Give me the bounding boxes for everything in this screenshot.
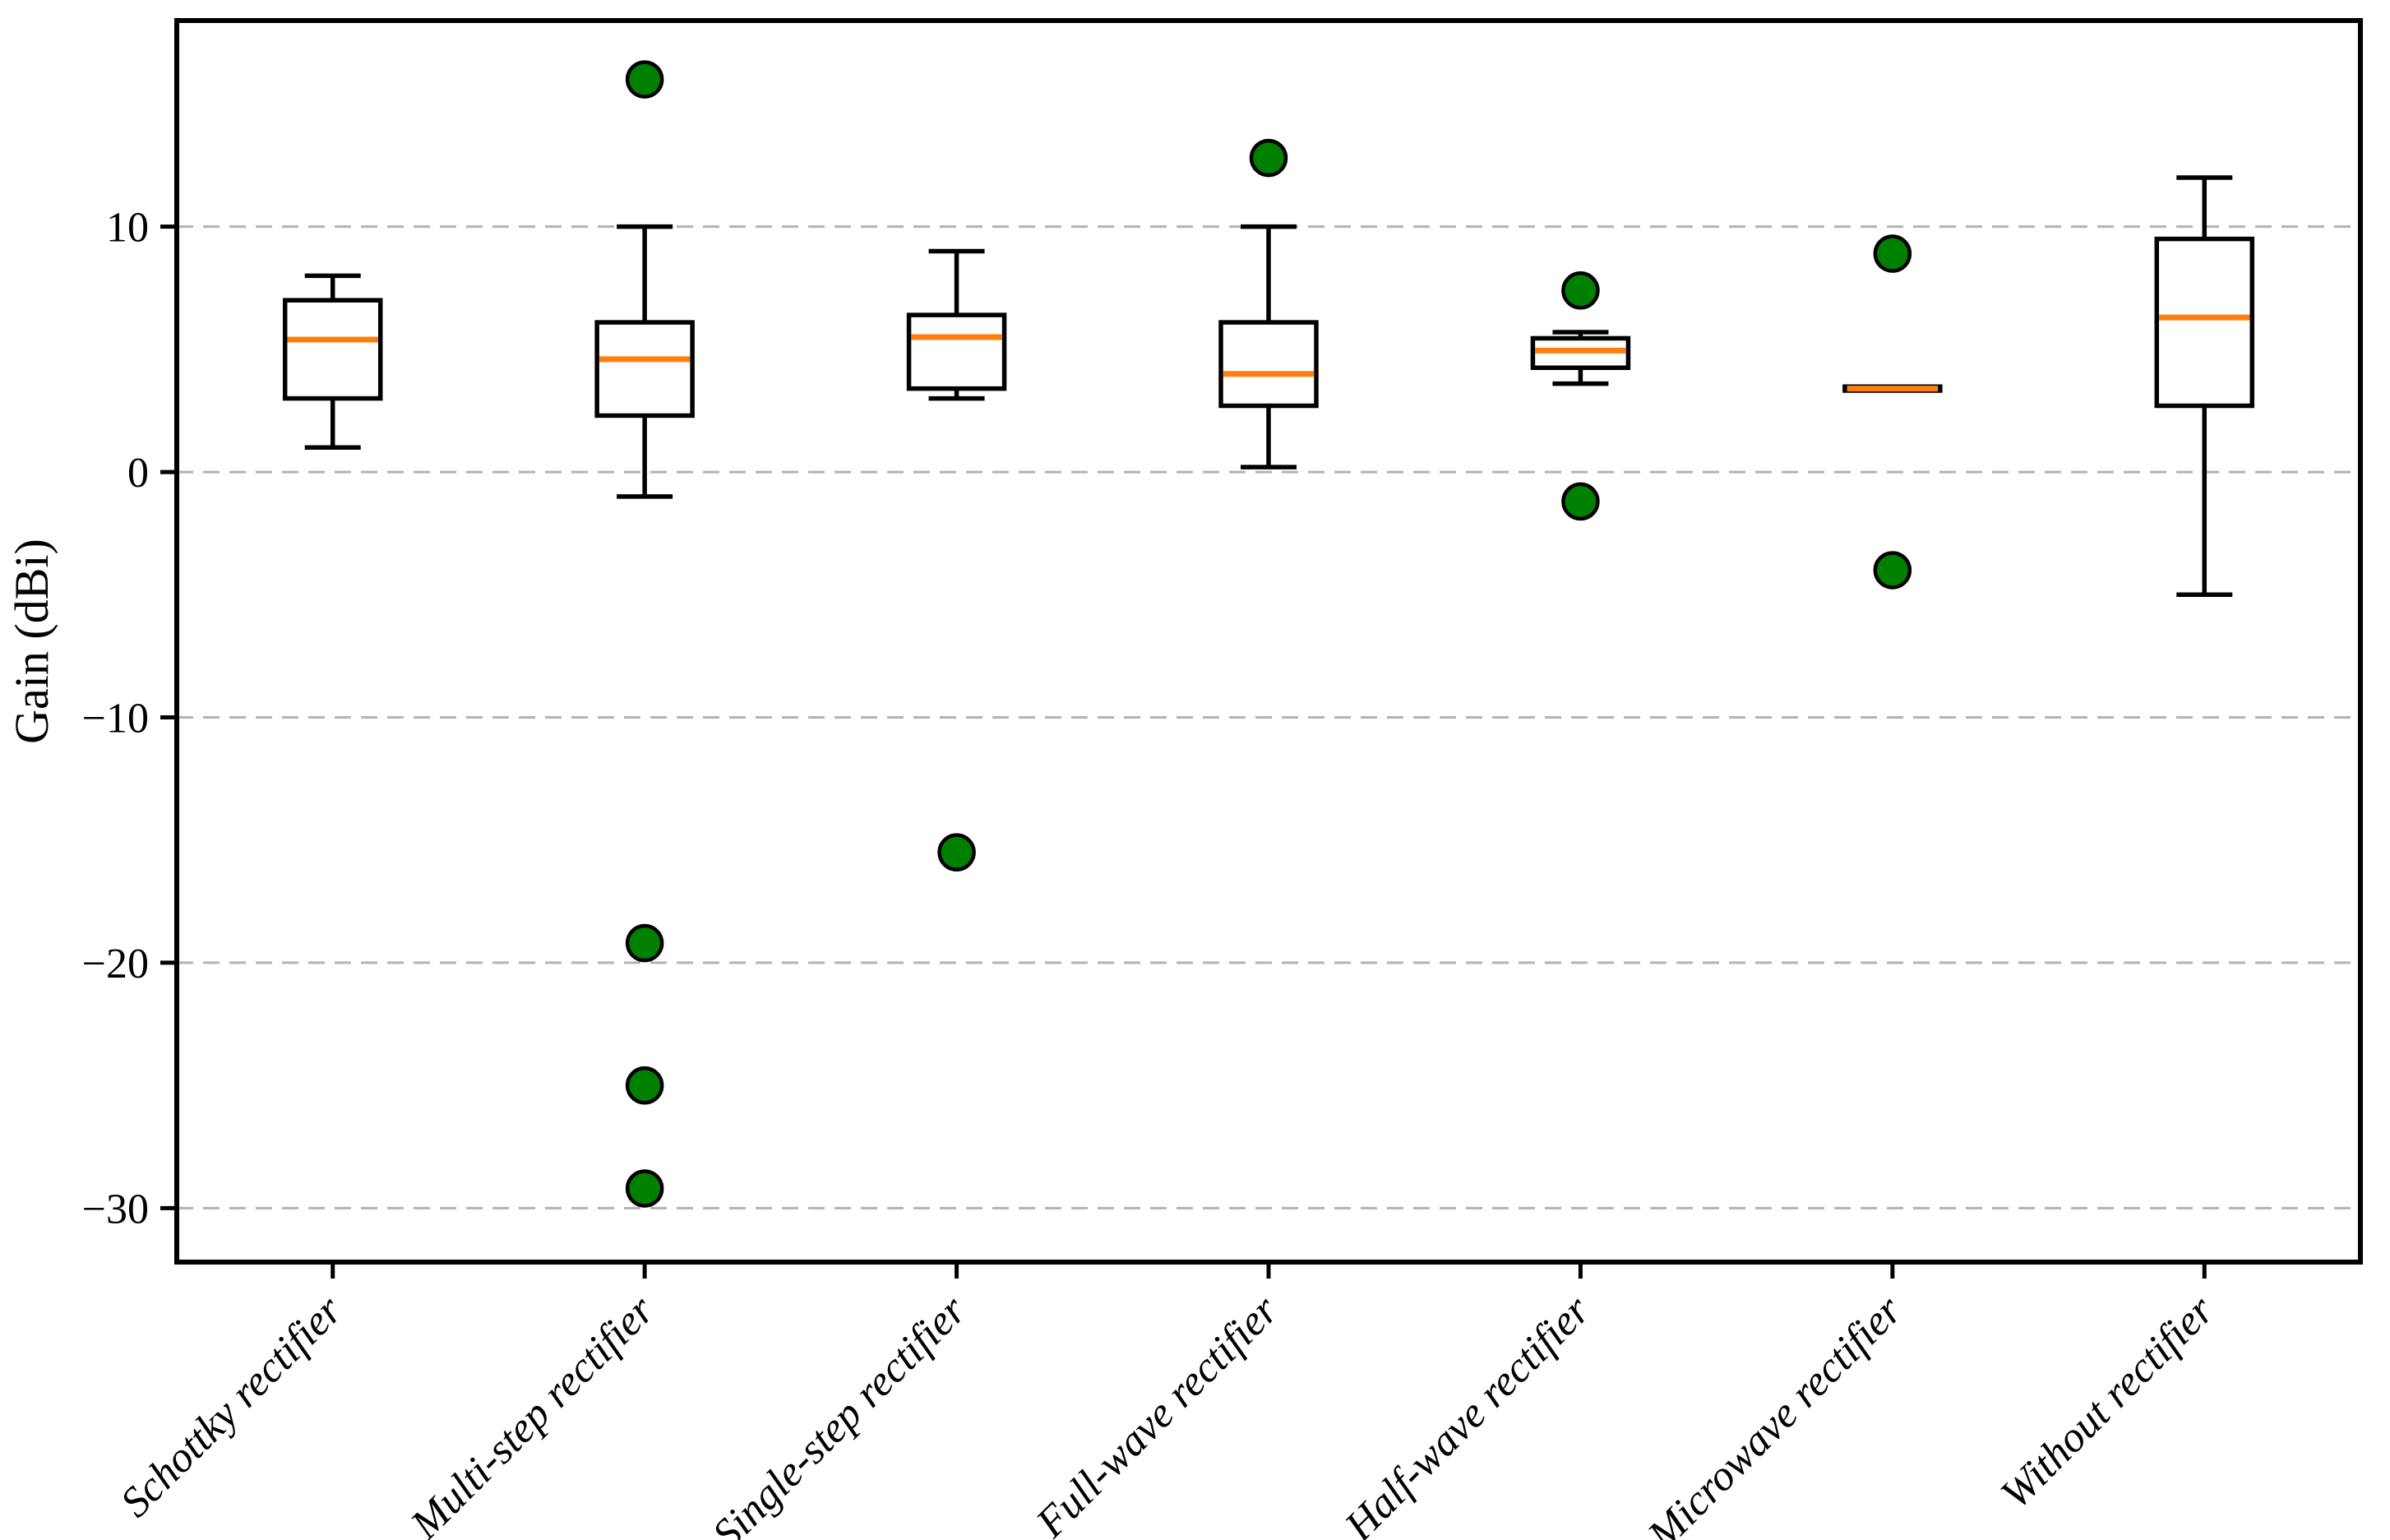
y-tick-label: −20: [82, 941, 149, 987]
iqr-box: [282, 298, 383, 401]
outlier-point: [625, 60, 664, 99]
outlier-point: [625, 1169, 664, 1208]
outlier-point: [1561, 271, 1600, 310]
iqr-box: [1218, 320, 1319, 409]
axes-frame: [174, 18, 2363, 1265]
box-series: [282, 60, 2255, 1208]
plot-border: [174, 18, 2363, 1265]
outlier-point: [625, 923, 664, 963]
outlier-point: [1249, 138, 1288, 178]
y-tick-label: 10: [106, 205, 149, 252]
box-group: [1842, 234, 1943, 590]
x-tick-label: Without rectifier: [1992, 1287, 2224, 1519]
outlier-point: [937, 833, 976, 872]
box-group: [1218, 138, 1319, 469]
box-group: [2154, 175, 2255, 598]
iqr-box: [906, 312, 1007, 391]
box-group: [594, 60, 695, 1208]
y-axis-ticks: 10 0 −10 −20 −30: [82, 205, 177, 1232]
y-tick-label: 0: [127, 450, 149, 497]
box-group: [906, 248, 1007, 872]
x-tick-label: Schottky rectifier: [112, 1287, 352, 1527]
x-tick-label: Single-step rectifier: [704, 1287, 975, 1540]
x-tick-label: Full-wave rectifier: [1027, 1287, 1287, 1540]
x-axis-ticks: Schottky rectifier Multi-step rectifier Si…: [112, 1262, 2223, 1540]
box-group: [1530, 271, 1631, 521]
outlier-point: [625, 1066, 664, 1105]
x-tick-label: Multi-step rectifier: [401, 1287, 663, 1540]
outlier-point: [1873, 551, 1912, 590]
x-tick-label: Half-wave rectifier: [1335, 1287, 1599, 1540]
outlier-point: [1873, 234, 1912, 273]
outlier-point: [1561, 482, 1600, 521]
iqr-box: [594, 320, 695, 419]
box-group: [282, 273, 383, 450]
iqr-box: [2154, 236, 2255, 409]
x-tick-label: Microwave rectifier: [1639, 1287, 1912, 1540]
y-tick-label: −10: [82, 696, 149, 742]
y-tick-label: −30: [82, 1186, 149, 1232]
y-axis-title: Gain (dBi): [5, 539, 58, 744]
